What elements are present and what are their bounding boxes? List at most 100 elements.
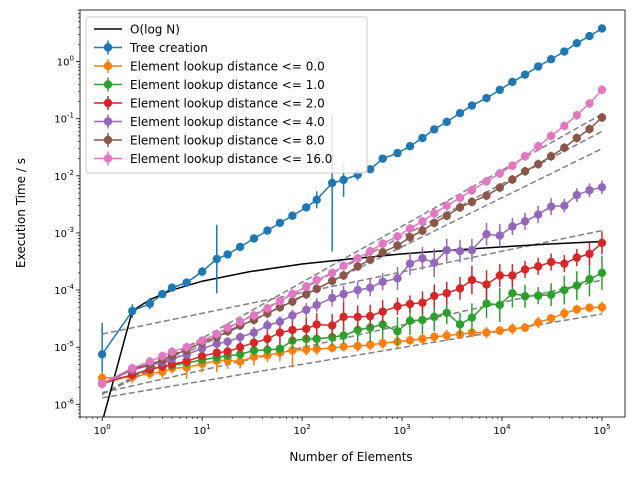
series-1-point	[533, 318, 543, 327]
series-2-point	[585, 275, 594, 284]
series-3-point	[223, 347, 232, 356]
series-3-point	[430, 291, 439, 301]
series-6-point	[405, 224, 415, 233]
series-5-point	[312, 284, 321, 294]
series-5-point	[418, 226, 427, 235]
legend-box	[85, 16, 368, 174]
legend-swatch-marker	[103, 61, 113, 71]
series-1-point	[572, 305, 581, 314]
series-3-point	[197, 351, 207, 361]
series-1-point	[495, 326, 504, 335]
y-tick-label: 10-5	[54, 340, 74, 354]
series-1-point	[312, 344, 321, 354]
series-6-point	[585, 99, 594, 108]
series-0-point	[182, 278, 191, 287]
series-5-point	[339, 271, 348, 280]
series-2-point	[378, 320, 387, 329]
series-4-point	[585, 186, 594, 195]
series-1-point	[482, 328, 491, 337]
x-tick-label: 100	[94, 423, 111, 437]
series-0-point	[249, 234, 259, 243]
series-0-point	[393, 148, 402, 158]
x-tick-label: 103	[393, 423, 410, 437]
legend-swatch-marker	[103, 135, 113, 145]
series-0-point	[235, 242, 245, 252]
series-4-point	[430, 258, 439, 268]
series-2-point	[560, 285, 569, 295]
series-2	[97, 255, 607, 389]
series-6-point	[128, 363, 137, 373]
series-2-point	[442, 308, 451, 318]
series-1-point	[365, 340, 375, 350]
series-2-point	[597, 268, 607, 278]
series-4-point	[393, 274, 402, 283]
series-1	[97, 301, 607, 385]
y-tick-label: 100	[57, 55, 74, 69]
series-1-point	[97, 373, 107, 383]
series-6-point	[182, 343, 191, 352]
series-3-point	[495, 271, 504, 280]
series-4-point	[365, 283, 375, 292]
series-3-point	[560, 259, 569, 268]
series-2-point	[533, 291, 543, 300]
series-5-point	[378, 248, 387, 257]
series-6-point	[430, 209, 439, 218]
series-3-point	[546, 257, 556, 267]
legend-swatch-marker	[103, 43, 113, 52]
series-6-point	[353, 254, 362, 263]
series-2-point	[365, 323, 375, 332]
plot-frame	[79, 9, 626, 418]
series-6-point	[520, 152, 530, 161]
legend-label: Element lookup distance <= 2.0	[130, 97, 325, 111]
series-4-point	[482, 230, 491, 239]
series-4-point	[235, 332, 245, 342]
series-2-point	[235, 350, 245, 359]
series-3-point	[482, 280, 491, 289]
series-4-point	[197, 344, 207, 353]
series-6-point	[263, 304, 272, 313]
series-4-point	[302, 305, 311, 315]
series-3-point	[235, 343, 245, 352]
series-3-point	[302, 324, 311, 333]
series-6-point	[393, 232, 402, 241]
series-2-point	[418, 315, 427, 325]
series-0-point	[288, 211, 297, 220]
series-4-point	[378, 277, 387, 286]
series-6-point	[495, 169, 504, 178]
series-4-point	[223, 337, 232, 346]
series-4-point	[572, 190, 581, 200]
series-4-point	[339, 289, 348, 299]
series-3-point	[597, 238, 607, 248]
y-axis-ticks: 10-6 10-5 10-4 10-3 10-2 10-1 100	[54, 9, 80, 418]
series-0-point	[365, 165, 375, 174]
series-5-point	[495, 183, 504, 192]
series-1-point	[353, 341, 362, 351]
series-6-point	[378, 239, 387, 248]
series-5-point	[327, 276, 337, 286]
legend: O(log N) Tree creation Element lookup dist…	[85, 16, 368, 174]
series-6-point	[167, 347, 177, 357]
series-0-point	[455, 108, 465, 118]
series-6-point	[275, 296, 285, 306]
series-4-point	[212, 339, 221, 348]
series-3-point	[275, 328, 285, 337]
series-0-point	[482, 93, 491, 103]
series-4-point	[418, 254, 427, 263]
y-tick-label: 10-6	[54, 397, 74, 411]
series-5-point	[455, 203, 465, 212]
series-1-point	[378, 338, 387, 348]
series-4-point	[275, 317, 285, 326]
series-6-point	[327, 268, 337, 278]
x-axis-ticks: 100 101 102 103 104 105	[79, 417, 611, 437]
series-0-point	[212, 254, 221, 264]
x-tick-label: 101	[194, 423, 211, 437]
series-6-point	[482, 177, 491, 186]
series-6-point	[508, 161, 517, 170]
series-2-point	[312, 334, 321, 344]
legend-swatch-marker	[103, 80, 113, 89]
series-5-point	[275, 303, 285, 312]
legend-label: Element lookup distance <= 0.0	[130, 60, 325, 74]
series-3-point	[327, 321, 337, 330]
series-0-point	[442, 117, 451, 127]
